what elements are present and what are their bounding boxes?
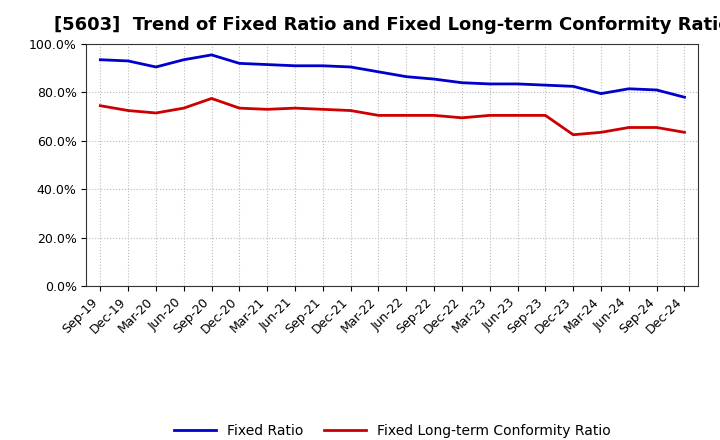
Fixed Long-term Conformity Ratio [374, 113, 383, 118]
Fixed Long-term Conformity Ratio [96, 103, 104, 108]
Fixed Ratio [402, 74, 410, 79]
Fixed Long-term Conformity Ratio [235, 106, 243, 111]
Fixed Ratio [124, 58, 132, 63]
Fixed Ratio [680, 95, 689, 100]
Fixed Long-term Conformity Ratio [207, 96, 216, 101]
Fixed Ratio [318, 63, 327, 68]
Fixed Long-term Conformity Ratio [624, 125, 633, 130]
Fixed Long-term Conformity Ratio [152, 110, 161, 116]
Fixed Long-term Conformity Ratio [569, 132, 577, 137]
Line: Fixed Ratio: Fixed Ratio [100, 55, 685, 97]
Fixed Ratio [152, 64, 161, 70]
Fixed Ratio [513, 81, 522, 87]
Fixed Ratio [96, 57, 104, 62]
Fixed Ratio [235, 61, 243, 66]
Fixed Long-term Conformity Ratio [291, 106, 300, 111]
Fixed Long-term Conformity Ratio [179, 106, 188, 111]
Fixed Long-term Conformity Ratio [318, 106, 327, 112]
Fixed Ratio [207, 52, 216, 58]
Fixed Ratio [541, 82, 550, 88]
Fixed Ratio [458, 80, 467, 85]
Fixed Ratio [263, 62, 271, 67]
Fixed Long-term Conformity Ratio [124, 108, 132, 113]
Fixed Long-term Conformity Ratio [430, 113, 438, 118]
Fixed Ratio [569, 84, 577, 89]
Fixed Long-term Conformity Ratio [680, 130, 689, 135]
Title: [5603]  Trend of Fixed Ratio and Fixed Long-term Conformity Ratio: [5603] Trend of Fixed Ratio and Fixed Lo… [54, 16, 720, 34]
Fixed Ratio [652, 87, 661, 92]
Fixed Ratio [430, 77, 438, 82]
Fixed Ratio [291, 63, 300, 68]
Fixed Ratio [346, 64, 355, 70]
Fixed Long-term Conformity Ratio [541, 113, 550, 118]
Fixed Long-term Conformity Ratio [652, 125, 661, 130]
Fixed Long-term Conformity Ratio [597, 130, 606, 135]
Fixed Long-term Conformity Ratio [485, 113, 494, 118]
Fixed Ratio [485, 81, 494, 87]
Fixed Ratio [374, 69, 383, 74]
Fixed Long-term Conformity Ratio [458, 115, 467, 121]
Fixed Ratio [624, 86, 633, 92]
Fixed Long-term Conformity Ratio [513, 113, 522, 118]
Fixed Long-term Conformity Ratio [263, 106, 271, 112]
Line: Fixed Long-term Conformity Ratio: Fixed Long-term Conformity Ratio [100, 99, 685, 135]
Legend: Fixed Ratio, Fixed Long-term Conformity Ratio: Fixed Ratio, Fixed Long-term Conformity … [168, 419, 616, 440]
Fixed Ratio [597, 91, 606, 96]
Fixed Ratio [179, 57, 188, 62]
Fixed Long-term Conformity Ratio [346, 108, 355, 113]
Fixed Long-term Conformity Ratio [402, 113, 410, 118]
